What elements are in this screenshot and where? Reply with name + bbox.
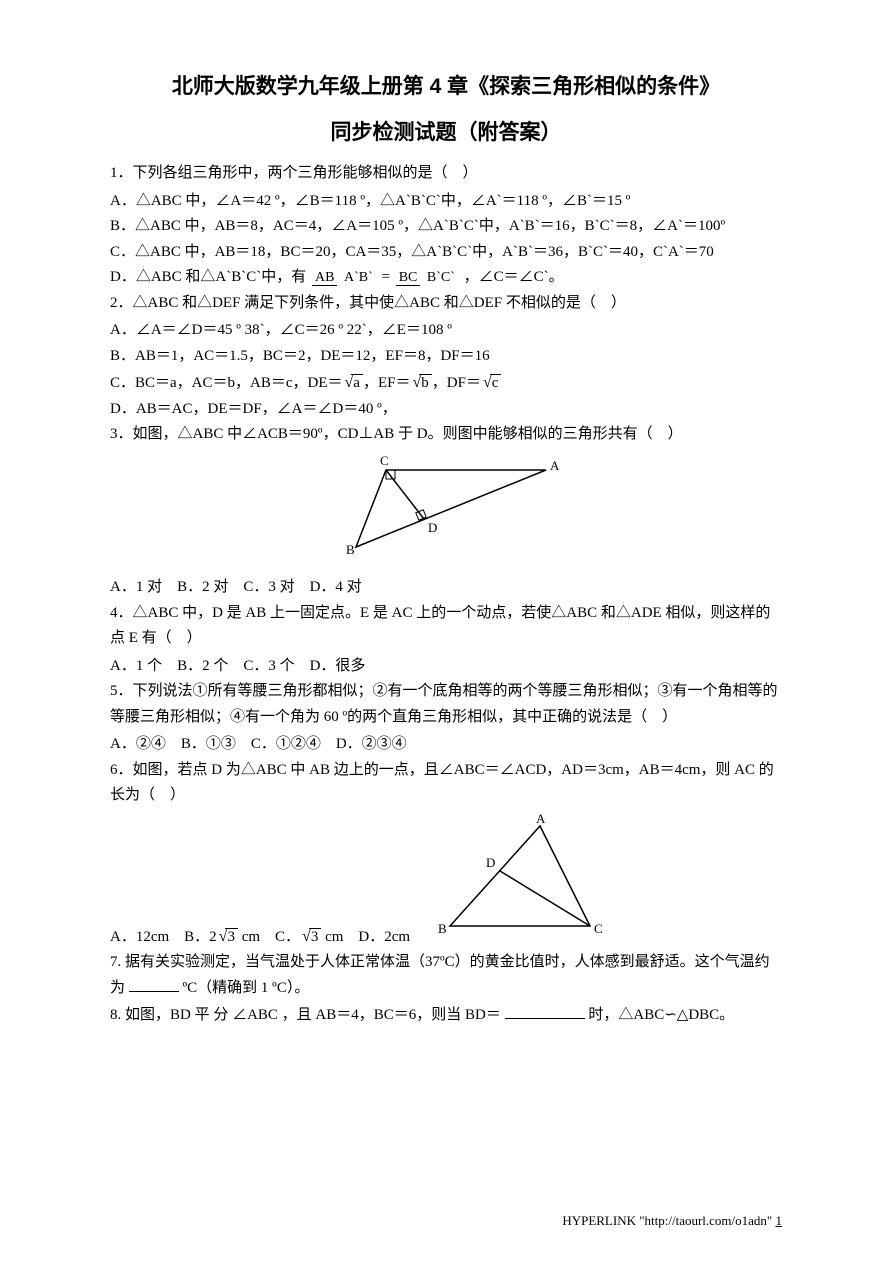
q6-crad: 3: [309, 928, 322, 945]
q6-lbl-D: D: [486, 855, 495, 870]
q6-lbl-A: A: [536, 811, 546, 826]
q1-stem: 1．下列各组三角形中，两个三角形能够相似的是（ ）: [110, 161, 782, 187]
q2-opt-b: B．AB＝1，AC＝1.5，BC＝2，DE＝12，EF＝8，DF＝16: [110, 344, 782, 370]
q1-frac1-den: A`B`: [341, 270, 376, 285]
q2-stem: 2．△ABC 和△DEF 满足下列条件，其中使△ABC 和△DEF 不相似的是（…: [110, 291, 782, 317]
q8-pre: 8. 如图，BD 平 分 ∠ABC ，且 AB＝4，BC＝6，则当 BD＝: [110, 1007, 501, 1023]
q6-sqrt-b: 3: [217, 923, 238, 951]
q3-stem: 3．如图，△ABC 中∠ACB＝90º，CD⊥AB 于 D。则图中能够相似的三角…: [110, 422, 782, 448]
q6-b-post: cm C．: [238, 929, 300, 945]
q6-stem: 6．如图，若点 D 为△ABC 中 AB 边上的一点，且∠ABC＝∠ACD，AD…: [110, 758, 782, 809]
rad-c: c: [490, 374, 502, 391]
q6-a: A．12cm B．: [110, 929, 209, 945]
lbl-D: D: [428, 520, 437, 535]
lbl-B: B: [346, 542, 355, 557]
q2-opt-a: A．∠A＝∠D＝45 º 38`，∠C＝26 º 22`，∠E＝108 º: [110, 318, 782, 344]
q1-frac1-num: AB: [312, 270, 337, 286]
q7-post: ºC（精确到 1 ºC）。: [183, 980, 310, 996]
q8-post: 时，△ABC∽△DBC。: [588, 1007, 734, 1023]
q4-opts: A．1 个 B．2 个 C．3 个 D．很多: [110, 654, 782, 680]
triangle-adc-icon: A B C D: [430, 811, 610, 941]
q1-opt-d: D．△ABC 和△A`B`C`中，有 AB A`B` = BC B`C` ，∠C…: [110, 265, 782, 291]
q3-figure: C A B D: [110, 452, 782, 572]
q6-b-coef: 2: [209, 929, 217, 945]
sqrt-a: a: [343, 369, 363, 397]
q6-figure: A B C D: [410, 811, 782, 951]
q5-opts: A．②④ B．①③ C．①②④ D．②③④: [110, 732, 782, 758]
q6-lbl-B: B: [438, 921, 447, 936]
q1-d-post: ，∠C＝∠C`。: [464, 269, 564, 285]
q1-frac1: AB A`B`: [312, 270, 376, 285]
q8-blank: [505, 1004, 585, 1019]
q2-c-pre: C．BC＝a，AC＝b，AB＝c，DE＝: [110, 375, 343, 391]
eq-sign: =: [382, 269, 394, 285]
q2-opt-c: C．BC＝a，AC＝b，AB＝c，DE＝ a，EF＝ b，DF＝ c: [110, 369, 782, 397]
triangle-acb-icon: C A B D: [316, 452, 576, 562]
rad-a: a: [351, 374, 363, 391]
title-line-1: 北师大版数学九年级上册第 4 章《探索三角形相似的条件》: [110, 70, 782, 104]
q1-frac2-den: B`C`: [424, 270, 458, 285]
footer-hyperlink: HYPERLINK "http://taourl.com/o1adn": [562, 1213, 775, 1228]
sqrt-b: b: [410, 369, 431, 397]
q1-frac2: BC B`C`: [396, 270, 458, 285]
q6-lbl-C: C: [594, 921, 603, 936]
title-line-2: 同步检测试题（附答案）: [110, 116, 782, 150]
q7-blank: [129, 977, 179, 992]
q1-opt-b: B．△ABC 中，AB＝8，AC＝4，∠A＝105 º，△A`B`C`中，A`B…: [110, 214, 782, 240]
q1-d-pre: D．△ABC 和△A`B`C`中，有: [110, 269, 306, 285]
footer: HYPERLINK "http://taourl.com/o1adn" 1: [562, 1210, 782, 1232]
q3-opts: A．1 对 B．2 对 C．3 对 D．4 对: [110, 575, 782, 601]
q6-sqrt-c: 3: [300, 923, 321, 951]
q8: 8. 如图，BD 平 分 ∠ABC ，且 AB＝4，BC＝6，则当 BD＝ 时，…: [110, 1003, 782, 1029]
q4-stem-text: 4．△ABC 中，D 是 AB 上一固定点。E 是 AC 上的一个动点，若使△A…: [110, 605, 770, 647]
q1-frac2-num: BC: [396, 270, 421, 286]
lbl-C: C: [380, 453, 389, 468]
q6-c-post: cm D．2cm: [321, 929, 410, 945]
q5-stem: 5．下列说法①所有等腰三角形都相似；②有一个底角相等的两个等腰三角形相似；③有一…: [110, 679, 782, 730]
q7: 7. 据有关实验测定，当气温处于人体正常体温（37ºC）的黄金比值时，人体感到最…: [110, 950, 782, 1001]
q6-brad: 3: [225, 928, 238, 945]
q2-opt-d: D．AB＝AC，DE＝DF，∠A＝∠D＝40 º，: [110, 397, 782, 423]
q4-stem: 4．△ABC 中，D 是 AB 上一固定点。E 是 AC 上的一个动点，若使△A…: [110, 601, 782, 652]
q6-opts: A．12cm B．23 cm C．3 cm D．2cm: [110, 923, 410, 951]
footer-page: 1: [776, 1213, 783, 1228]
q1-opt-a: A．△ABC 中，∠A＝42 º，∠B＝118 º，△A`B`C`中，∠A`＝1…: [110, 189, 782, 215]
q2-c-mid1: ，EF＝: [363, 375, 411, 391]
q1-opt-c: C．△ABC 中，AB＝18，BC＝20，CA＝35，△A`B`C`中，A`B`…: [110, 240, 782, 266]
q2-c-mid2: ，DF＝: [432, 375, 481, 391]
sqrt-c: c: [481, 369, 501, 397]
lbl-A: A: [550, 458, 560, 473]
rad-b: b: [419, 374, 432, 391]
